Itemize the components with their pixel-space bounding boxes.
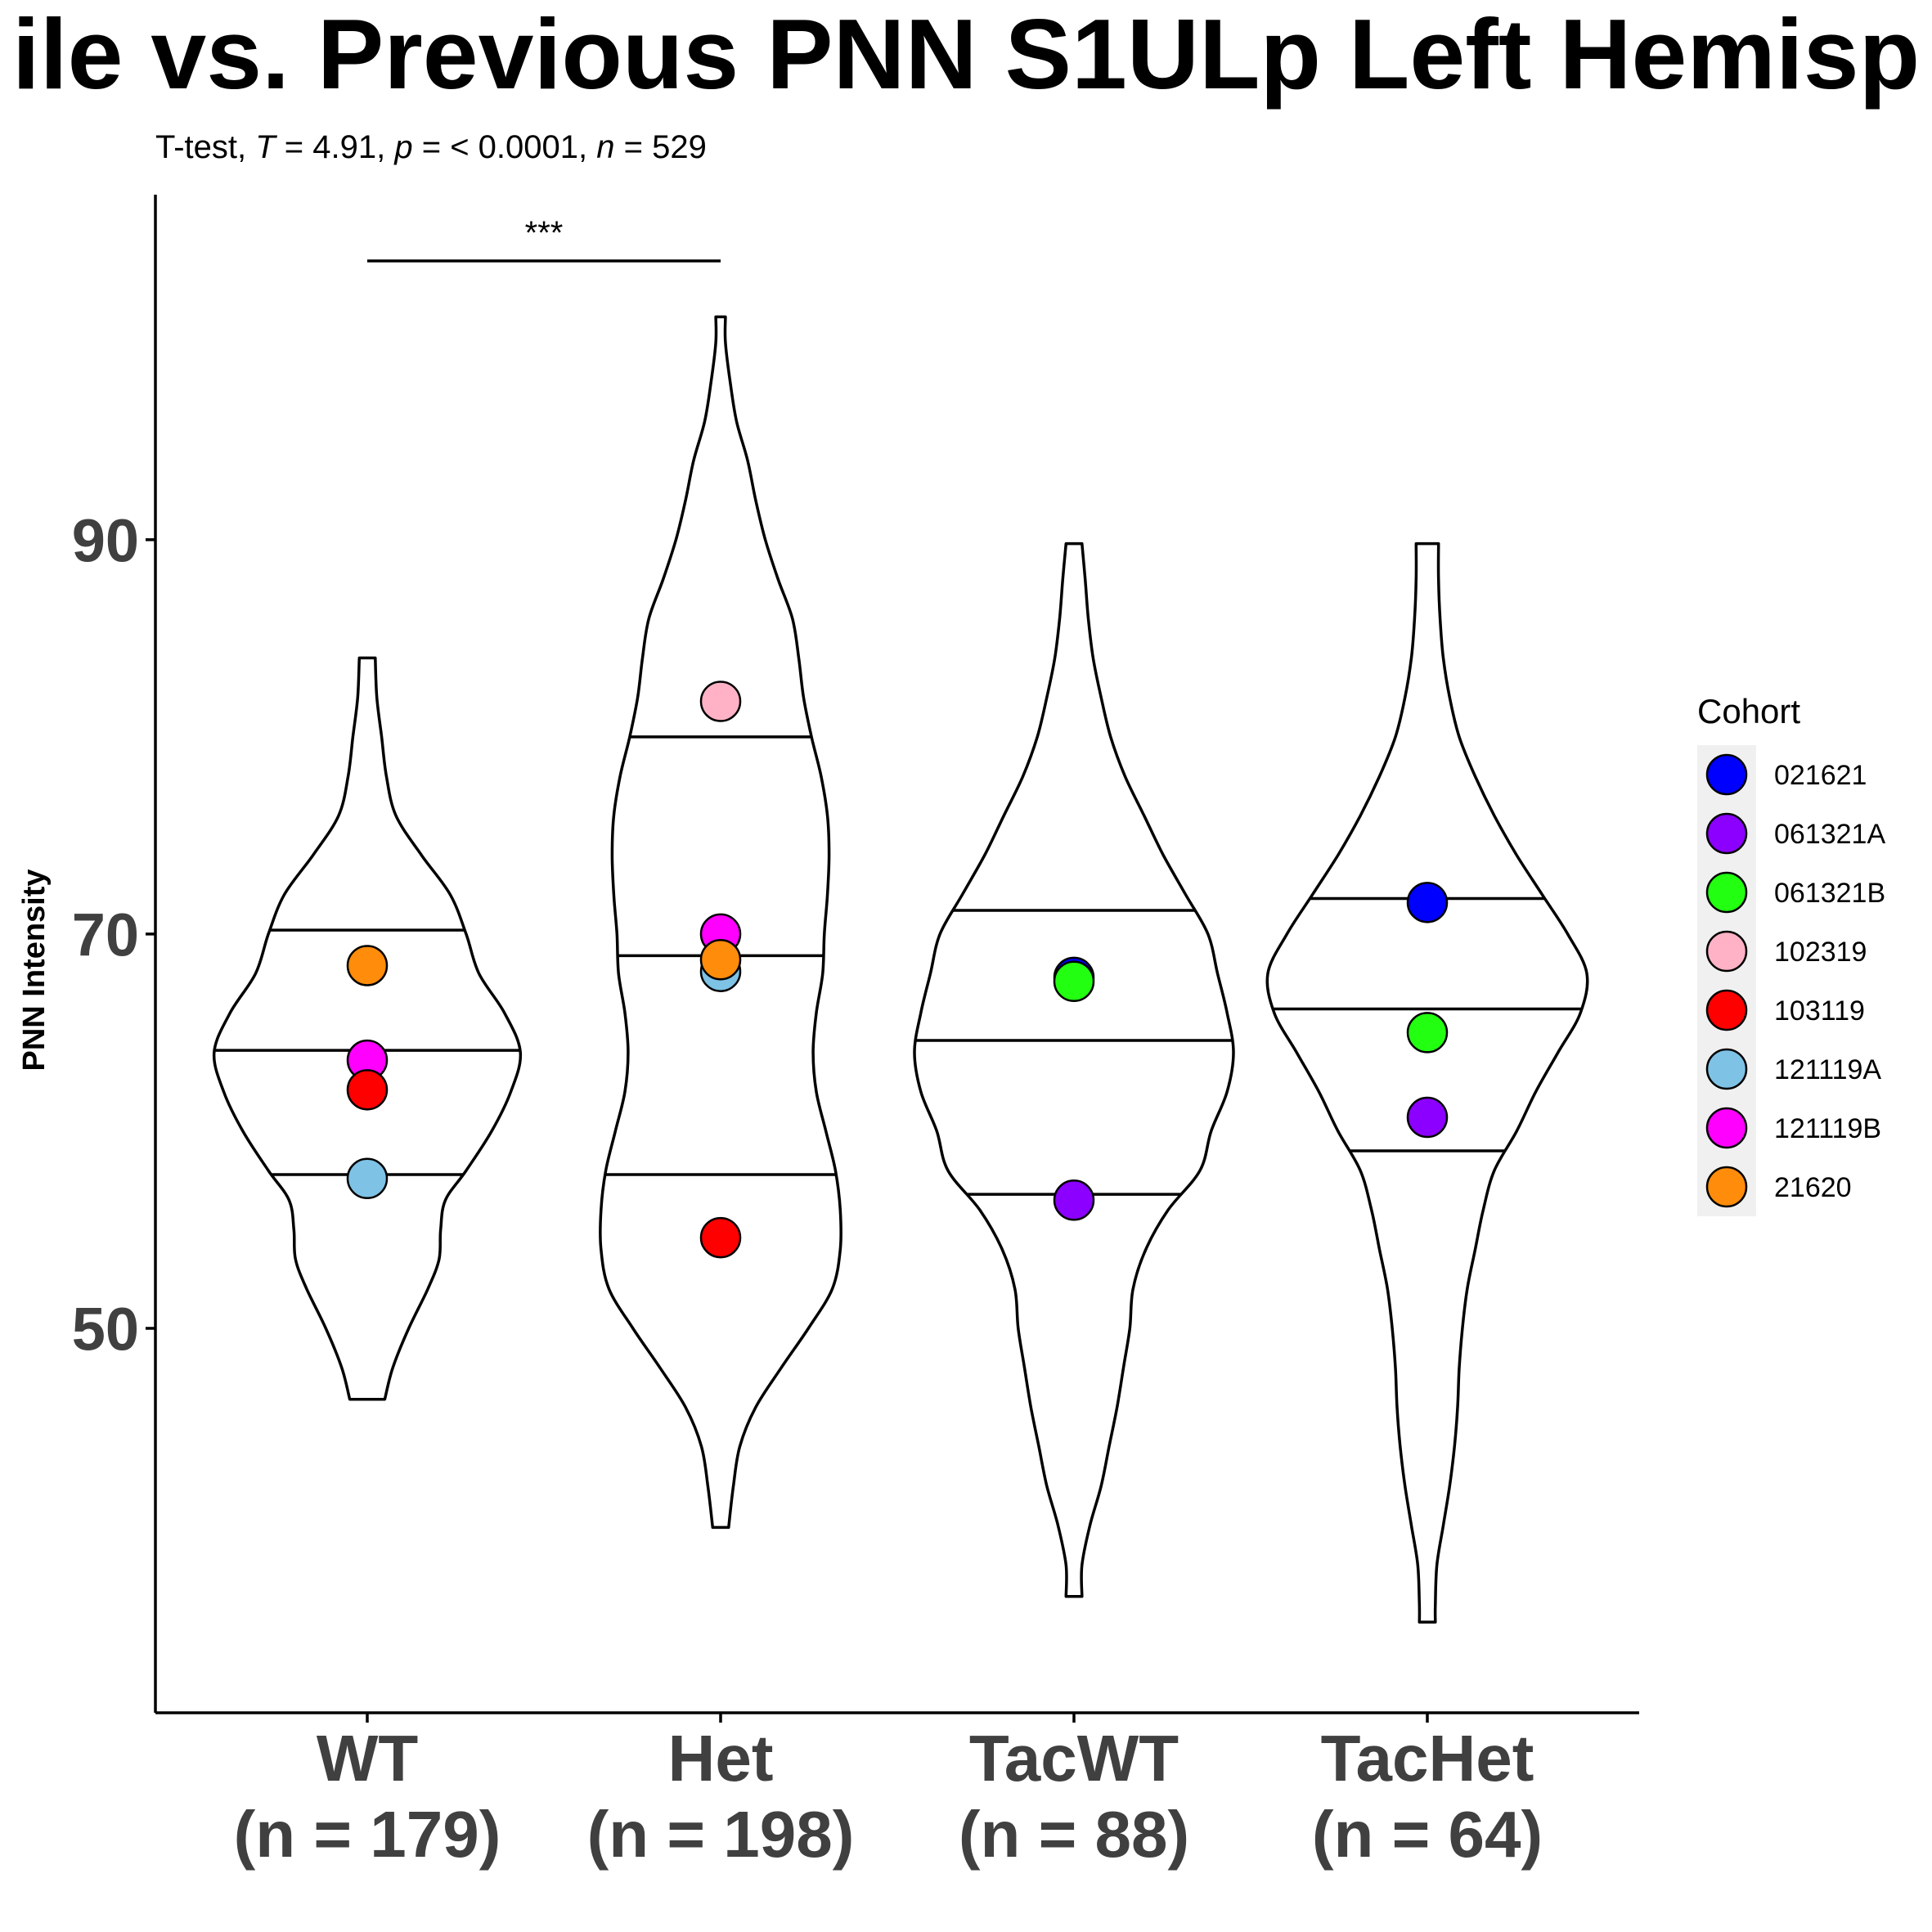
cohort-point (1053, 960, 1095, 1002)
x-tick-count-label: (n = 88) (959, 1798, 1189, 1871)
violin-tachet (1265, 541, 1589, 1624)
axes: 50 70 90 WT(n = 179) Het(n = 198) TacWT(n = 8… (72, 195, 1639, 1871)
legend-label: 121119A (1774, 1054, 1881, 1085)
cohort-point (699, 938, 742, 981)
legend-label: 102319 (1774, 937, 1867, 968)
cohort-point (1053, 1179, 1095, 1221)
legend-key (1705, 1107, 1748, 1149)
legend-label: 021621 (1774, 760, 1867, 791)
y-tick-label: 90 (72, 506, 139, 574)
cohort-point (1406, 882, 1449, 923)
legend-key (1705, 871, 1748, 914)
cohort-point (346, 1157, 389, 1200)
violin-tacwt (913, 541, 1235, 1598)
violin-wt (212, 656, 523, 1401)
chart-title: ile vs. Previous PNN S1ULp Left Hemisp (12, 0, 1920, 110)
legend: Cohort 021621 061321A 061321B 102319 103119 12… (1697, 692, 1885, 1216)
x-tick-label: TacWT (969, 1722, 1179, 1795)
x-tick-count-label: (n = 179) (234, 1798, 501, 1871)
y-tick-label: 50 (72, 1296, 139, 1364)
cohort-point (346, 1069, 389, 1111)
x-tick-label: TacHet (1321, 1722, 1534, 1795)
legend-label: 061321A (1774, 819, 1885, 850)
legend-label: 061321B (1774, 878, 1885, 909)
cohort-point (699, 1216, 742, 1259)
x-tick-count-label: (n = 64) (1312, 1798, 1543, 1871)
x-tick-label: WT (317, 1722, 419, 1795)
legend-key (1705, 989, 1748, 1031)
cohort-point (1406, 1012, 1449, 1054)
legend-title: Cohort (1697, 692, 1800, 730)
legend-key (1705, 812, 1748, 855)
cohort-point (699, 681, 742, 722)
legend-label: 21620 (1774, 1172, 1852, 1203)
legend-key (1705, 753, 1748, 796)
y-tick-label: 70 (72, 901, 139, 969)
significance-label: *** (525, 215, 564, 251)
legend-key (1705, 930, 1748, 973)
legend-label: 103119 (1774, 995, 1865, 1027)
legend-key (1705, 1166, 1748, 1208)
cohort-point (346, 945, 389, 986)
legend-label: 121119B (1774, 1113, 1881, 1144)
legend-key (1705, 1048, 1748, 1090)
plot-area: *** (212, 215, 1589, 1624)
chart-subtitle: T-test, T = 4.91, p = < 0.0001, n = 529 (155, 129, 707, 165)
y-axis-label: PNN Intensity (17, 869, 52, 1071)
x-tick-count-label: (n = 198) (587, 1798, 855, 1871)
x-tick-label: Het (668, 1722, 774, 1795)
cohort-point (1406, 1096, 1449, 1139)
